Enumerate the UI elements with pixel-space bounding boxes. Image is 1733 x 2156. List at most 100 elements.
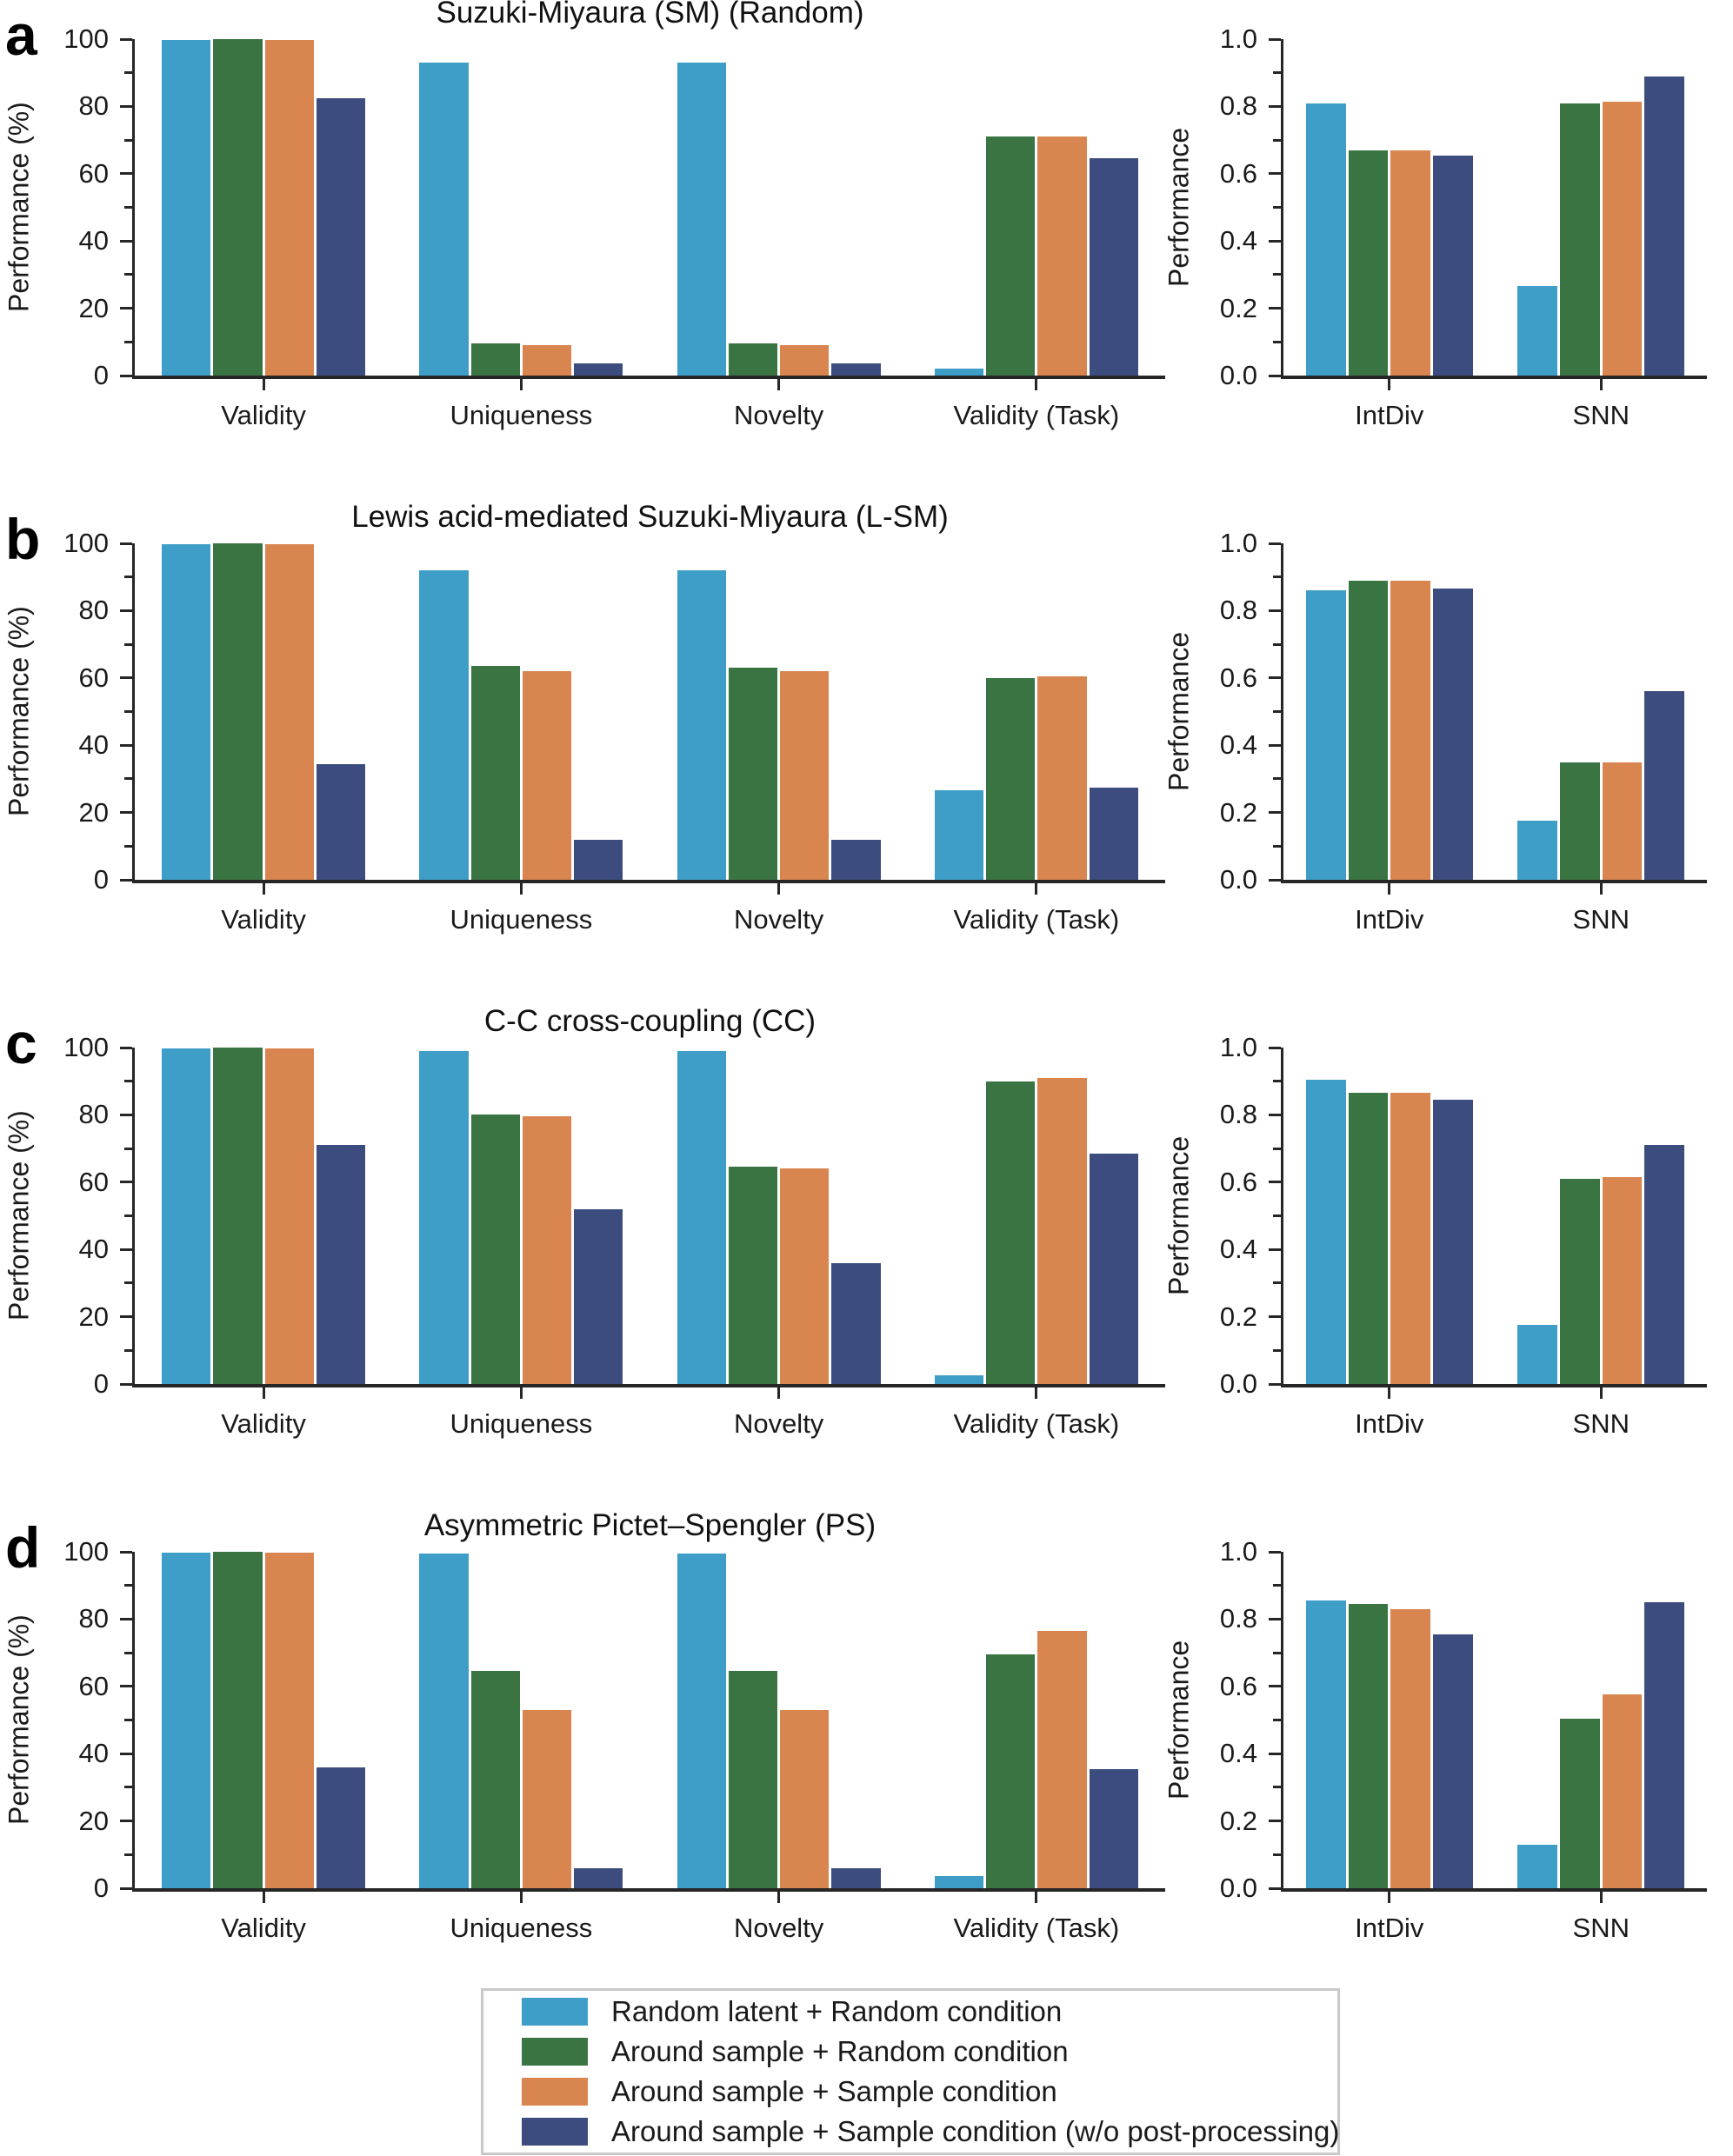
bar-intdiv-series-0: [1305, 103, 1346, 376]
x-tick: [262, 379, 265, 390]
y-tick: [1269, 1752, 1281, 1755]
y-tick: [120, 542, 132, 545]
x-tick-label: Validity (Task): [953, 1913, 1120, 1943]
x-tick-label: IntDiv: [1355, 1913, 1424, 1943]
y-minor-tick: [1273, 1147, 1281, 1150]
y-tick: [120, 1820, 132, 1823]
panel-d: d Asymmetric Pictet–Spengler (PS) Perfor…: [0, 1508, 1733, 2017]
bar-validity-task--series-3: [1089, 1153, 1138, 1384]
y-tick-label: 0.2: [1219, 796, 1257, 828]
y-minor-tick: [124, 844, 132, 848]
y-tick-label: 1.0: [1219, 1536, 1257, 1567]
y-tick: [1269, 811, 1281, 815]
bar-validity-task--series-3: [1089, 158, 1138, 376]
y-tick-label: 0.2: [1219, 292, 1257, 323]
y-tick-label: 0.0: [1219, 864, 1257, 895]
y-tick: [1269, 172, 1281, 176]
bar-validity-series-0: [162, 1048, 211, 1384]
y-tick-label: 0.4: [1219, 225, 1257, 256]
bar-validity-task--series-2: [1037, 136, 1087, 376]
legend-label: Around sample + Sample condition: [611, 2075, 1057, 2107]
y-minor-tick: [124, 642, 132, 646]
x-tick-label: IntDiv: [1355, 904, 1424, 935]
y-minor-tick: [1273, 340, 1281, 343]
bar-validity-series-3: [316, 1145, 366, 1384]
x-tick-label: Validity (Task): [953, 1408, 1120, 1439]
chart-title: Asymmetric Pictet–Spengler (PS): [423, 1508, 876, 1542]
y-tick-label: 100: [63, 1032, 109, 1062]
bar-novelty-series-2: [780, 671, 830, 880]
bar-intdiv-series-0: [1305, 590, 1346, 880]
y-tick-label: 0.4: [1219, 729, 1257, 761]
bar-uniqueness-series-3: [574, 1867, 623, 1888]
x-tick: [777, 883, 781, 895]
bar-uniqueness-series-2: [522, 345, 572, 376]
y-tick: [1269, 239, 1281, 243]
bar-novelty-series-1: [728, 343, 778, 376]
bar-novelty-series-1: [728, 668, 778, 880]
bar-validity-series-1: [213, 1048, 263, 1384]
y-tick: [1269, 1315, 1281, 1319]
y-tick: [120, 609, 132, 612]
bar-chart-d-performance: Performance 0.0 0.2 0.4 0.6 0.8 1.0 IntDiv SNN: [1163, 1536, 1707, 1943]
bar-uniqueness-series-1: [470, 1115, 520, 1384]
y-minor-tick: [124, 710, 132, 713]
y-tick: [1269, 676, 1281, 680]
bar-novelty-series-3: [831, 363, 881, 376]
bar-snn-series-1: [1560, 1178, 1600, 1384]
y-tick: [1269, 542, 1281, 545]
y-minor-tick: [1273, 1080, 1281, 1083]
x-tick: [262, 1387, 265, 1399]
bar-novelty-series-2: [780, 1709, 830, 1888]
panel-c: c C-C cross-coupling (CC) Performance (%…: [0, 1004, 1733, 1513]
bar-intdiv-series-0: [1305, 1600, 1346, 1888]
x-tick: [1035, 1892, 1038, 1903]
legend-label: Random latent + Random condition: [611, 1995, 1063, 2027]
bar-validity-task--series-1: [986, 677, 1036, 880]
y-tick-label: 0.8: [1219, 90, 1257, 122]
bar-chart-a-performance-pct: Suzuki-Miyaura (SM) (Random) Performance…: [3, 0, 1165, 430]
y-tick-label: 0.6: [1219, 1166, 1257, 1197]
bar-intdiv-series-1: [1348, 1604, 1389, 1888]
x-tick-label: SNN: [1572, 1913, 1630, 1943]
bar-validity-series-2: [264, 40, 314, 376]
y-tick-label: 1.0: [1219, 23, 1257, 54]
bar-validity-task--series-0: [934, 1375, 984, 1384]
bar-uniqueness-series-2: [522, 1709, 572, 1888]
bar-chart-c-performance-pct: C-C cross-coupling (CC) Performance (%) …: [3, 1004, 1165, 1439]
bar-uniqueness-series-1: [470, 343, 520, 376]
chart-title: Lewis acid-mediated Suzuki-Miyaura (L-SM…: [351, 500, 949, 534]
bar-uniqueness-series-0: [419, 63, 469, 376]
y-tick-label: 0.8: [1219, 1603, 1257, 1634]
bar-snn-series-1: [1560, 103, 1600, 376]
bar-uniqueness-series-0: [419, 1553, 469, 1888]
x-tick-label: SNN: [1572, 1408, 1630, 1439]
x-tick-label: Validity: [221, 1913, 306, 1943]
bar-novelty-series-0: [677, 569, 726, 880]
y-tick-label: 20: [78, 1805, 109, 1836]
y-tick: [1269, 37, 1281, 41]
y-tick: [1269, 878, 1281, 882]
bar-intdiv-series-2: [1390, 1093, 1430, 1384]
y-minor-tick: [124, 1080, 132, 1083]
y-tick-label: 0.2: [1219, 1805, 1257, 1836]
x-tick-label: Validity (Task): [953, 904, 1120, 935]
y-minor-tick: [124, 576, 132, 579]
y-minor-tick: [1273, 576, 1281, 579]
x-tick: [1599, 1387, 1603, 1399]
bar-snn-series-2: [1602, 101, 1643, 376]
y-tick-label: 0.8: [1219, 1099, 1257, 1130]
y-minor-tick: [1273, 642, 1281, 646]
y-tick: [120, 878, 132, 882]
y-tick-label: 80: [78, 1099, 109, 1130]
y-tick: [120, 239, 132, 243]
bar-intdiv-series-1: [1348, 580, 1389, 880]
x-tick-label: Validity (Task): [953, 400, 1120, 430]
x-tick-label: Novelty: [733, 400, 824, 430]
y-axis-label: Performance (%): [3, 606, 35, 817]
y-tick: [120, 307, 132, 310]
y-tick: [120, 1248, 132, 1251]
bar-chart-d-performance-pct: Asymmetric Pictet–Spengler (PS) Performa…: [3, 1508, 1165, 1943]
y-minor-tick: [1273, 206, 1281, 209]
y-minor-tick: [1273, 777, 1281, 781]
